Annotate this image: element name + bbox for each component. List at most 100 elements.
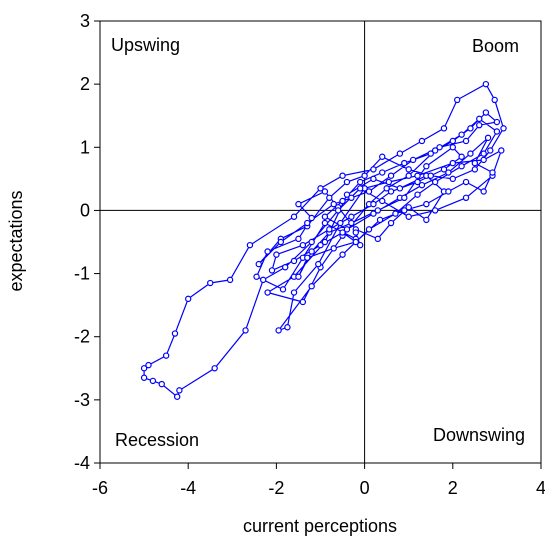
data-point [487,147,494,154]
data-point [405,204,412,211]
data-point [282,264,289,271]
plot-frame [99,20,542,464]
data-point [401,207,408,214]
data-point [321,188,329,195]
data-point [405,172,412,179]
data-point [321,213,329,220]
data-point [326,194,333,201]
data-point [275,327,282,334]
data-point [385,178,393,186]
data-point [418,181,426,189]
data-point [423,163,430,170]
data-point [482,80,490,88]
series-layer [140,80,507,400]
data-point [476,121,483,129]
data-point [356,241,364,249]
data-point [480,188,487,195]
data-point [462,194,470,201]
data-point [321,219,329,227]
y-tick-label: -2 [74,327,90,347]
data-point [418,137,426,145]
data-point [387,219,395,227]
data-point [339,251,346,258]
data-point [471,166,479,173]
data-point [339,197,346,205]
data-point [370,210,377,217]
data-point [246,241,254,249]
data-point [149,377,157,385]
data-point [387,172,395,179]
data-point [253,273,260,280]
x-axis: -6 -4 -2 0 2 4 [92,463,545,498]
data-point [431,147,439,154]
data-point [423,200,430,208]
data-point [295,200,302,208]
data-point [308,248,315,255]
y-tick-label: -3 [74,390,90,410]
data-point [401,159,408,167]
data-point [379,197,386,205]
data-point [304,219,311,227]
plot-area [99,20,542,464]
data-point [376,216,384,224]
data-point [423,216,430,224]
data-point [383,185,390,192]
data-point [211,365,218,372]
y-tick-label: 1 [80,137,90,157]
data-point [348,213,355,220]
data-point [330,245,337,252]
data-point [405,213,412,220]
data-point [140,374,148,381]
data-point [467,150,474,157]
data-point [140,365,148,372]
data-point [449,175,456,183]
data-point [414,172,421,179]
data-point [273,251,280,258]
data-point [414,178,421,186]
data-point [162,352,170,359]
data-point [392,210,399,217]
data-point [374,235,382,243]
data-point [458,163,465,170]
data-point [467,125,474,132]
data-point [370,175,377,183]
data-point [431,207,439,214]
data-point [295,235,302,243]
data-point [284,324,291,331]
data-point [440,125,448,132]
data-point [484,134,492,142]
x-tick-label: 2 [448,478,458,498]
data-point [226,276,234,284]
data-point [207,279,214,287]
data-point [242,327,249,334]
data-point [343,226,351,233]
data-point [449,144,456,151]
data-point [326,226,333,233]
series-line [143,83,505,398]
data-point [449,159,456,167]
data-point [365,188,373,195]
data-point [458,131,465,138]
data-point [476,115,483,123]
data-point [498,147,505,154]
data-point [356,185,364,192]
y-tick-label: -1 [74,264,90,284]
quadrant-label-recession: Recession [115,430,199,450]
data-point [290,213,298,220]
y-tick-label: 0 [80,200,90,220]
y-axis-title: expectations [6,190,26,291]
data-point [427,172,434,179]
data-point [436,144,443,151]
data-point [348,194,355,201]
data-point [462,178,470,186]
data-point [176,387,183,394]
quadrant-label-upswing: Upswing [111,35,180,55]
data-point [352,229,359,236]
data-point [299,241,307,249]
data-point [290,289,298,296]
data-point [334,207,342,214]
data-point [370,200,377,208]
data-point [339,229,346,236]
data-point [493,128,501,135]
